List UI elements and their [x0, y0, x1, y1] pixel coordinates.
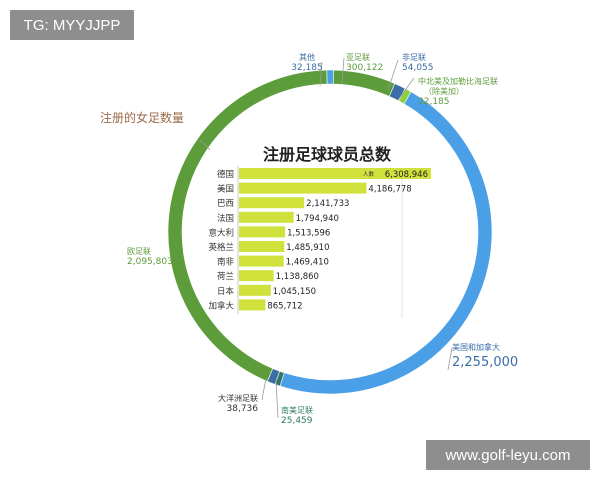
- donut-slice-label: 南美足联: [281, 405, 313, 415]
- donut-slice-value: 300,122: [346, 63, 383, 73]
- bar-value-label: 2,141,733: [306, 199, 349, 209]
- bar-category-label: 南非: [217, 257, 235, 268]
- bar: [239, 270, 274, 282]
- bar: [239, 255, 284, 267]
- callout-lines: [199, 57, 453, 419]
- bar-value-label: 4,186,778: [368, 185, 411, 195]
- bar: [239, 182, 367, 194]
- donut-slice-label: 非足联: [402, 52, 426, 62]
- bar: [239, 197, 305, 209]
- bar-category-label: 德国: [217, 169, 234, 180]
- donut-slice-value: 2,255,000: [452, 355, 518, 370]
- bar-category-label: 英格兰: [208, 242, 234, 253]
- bar-value-label: 6,308,946: [385, 170, 428, 180]
- bar-category-label: 法国: [217, 213, 234, 224]
- bar-value-label: 1,794,940: [296, 214, 339, 224]
- watermark-bottom: www.golf-leyu.com: [426, 440, 590, 470]
- bar: [239, 299, 266, 311]
- donut-title: 注册的女足数量: [100, 110, 184, 125]
- bar-category-label: 意大利: [208, 227, 234, 238]
- bar-chart-title: 注册足球球员总数: [263, 145, 392, 164]
- donut-slice-label: 中北美及加勒比海足联（除美加）: [418, 76, 498, 96]
- bar: [239, 284, 271, 296]
- donut-slice-value: 2,095,803: [127, 257, 173, 267]
- bar-chart: 德国 人数 6,308,946 美国 4,186,778 巴西 2,141,733 法国 1,7…: [208, 166, 431, 318]
- donut-labels: 其他32,185亚足联300,122非足联54,055中北美及加勒比海足联（除美…: [127, 52, 518, 426]
- donut-slice-value: 25,459: [281, 416, 313, 426]
- bar-category-label: 加拿大: [208, 300, 234, 311]
- donut-slice-label: 亚足联: [346, 53, 370, 62]
- bar-value-label: 1,485,910: [286, 243, 329, 253]
- bar-series-note: 人数: [363, 170, 375, 178]
- donut-slice: [326, 69, 334, 85]
- bar-category-label: 荷兰: [217, 271, 234, 282]
- donut-slice-value: 32,185: [291, 63, 323, 73]
- donut-slice: [167, 69, 328, 382]
- bar-value-label: 1,513,596: [287, 228, 330, 238]
- bar-category-label: 巴西: [217, 199, 234, 209]
- bar: [239, 241, 285, 252]
- watermark-top: TG: MYYJJPP: [10, 10, 134, 40]
- bar-value-label: 1,469,410: [286, 258, 329, 268]
- donut-slice-label: 其他: [299, 52, 315, 62]
- donut-slice-label: 美国和加拿大: [452, 342, 500, 352]
- bar-category-label: 美国: [217, 184, 234, 195]
- bar-value-label: 1,138,860: [276, 272, 319, 282]
- bar-value-label: 865,712: [267, 301, 302, 311]
- donut-slice-value: 38,736: [227, 404, 259, 414]
- bar: [239, 226, 286, 238]
- donut-slice-label: 欧足联: [127, 246, 151, 256]
- bar: [239, 168, 431, 179]
- donut-slice-value: 32,185: [418, 97, 450, 107]
- donut-slice-value: 54,055: [402, 63, 434, 73]
- donut-slice-label: 大洋洲足联: [218, 393, 258, 403]
- bar-value-label: 1,045,150: [273, 287, 316, 297]
- bar-category-label: 日本: [217, 286, 235, 297]
- bar: [239, 211, 294, 223]
